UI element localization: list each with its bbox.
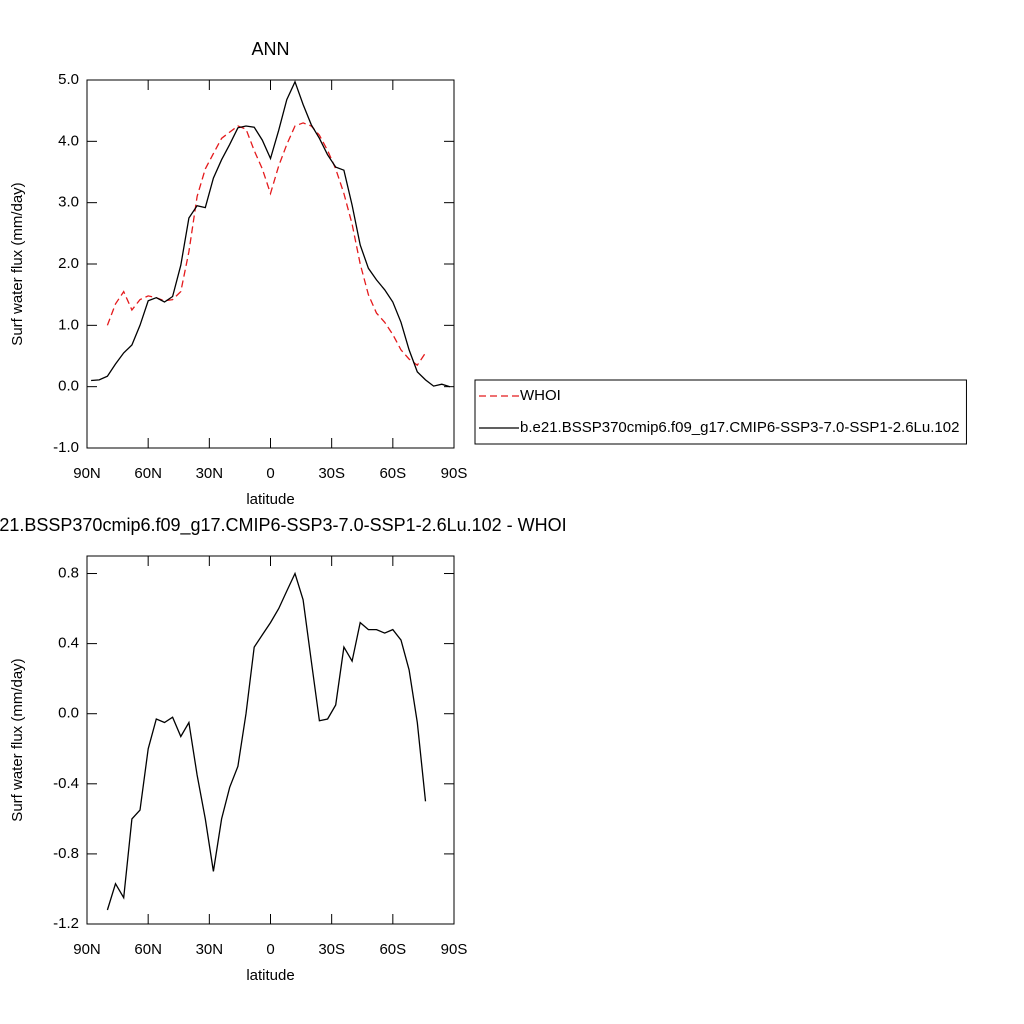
x-tick-label: 60S	[379, 465, 406, 482]
legend: WHOI b.e21.BSSP370cmip6.f09_g17.CMIP6-SSP…	[474, 379, 967, 445]
chart-title: b.e21.BSSP370cmip6.f09_g17.CMIP6-SSP3-7.…	[0, 515, 567, 536]
y-tick-label: 1.0	[58, 316, 79, 333]
x-tick-label: 60N	[134, 941, 162, 958]
legend-label: b.e21.BSSP370cmip6.f09_g17.CMIP6-SSP3-7.…	[520, 419, 959, 436]
x-tick-label: 90N	[73, 941, 101, 958]
y-tick-label: -1.0	[53, 439, 79, 456]
data-line	[106, 122, 427, 367]
x-tick-label: 90S	[441, 941, 468, 958]
x-tick-label: 90S	[441, 465, 468, 482]
x-axis-label: latitude	[246, 967, 294, 984]
y-tick-label: 0.8	[58, 564, 79, 581]
y-tick-label: 0.0	[58, 378, 79, 395]
y-tick-label: -1.2	[53, 915, 79, 932]
x-tick-label: 60N	[134, 465, 162, 482]
x-tick-label: 30N	[196, 465, 224, 482]
x-tick-label: 30N	[196, 941, 224, 958]
plot-frame	[86, 555, 455, 925]
y-tick-label: -0.4	[53, 775, 79, 792]
x-tick-label: 90N	[73, 465, 101, 482]
y-tick-label: 5.0	[58, 71, 79, 88]
x-tick-label: 30S	[318, 465, 345, 482]
x-tick-label: 0	[266, 465, 274, 482]
y-tick-label: 2.0	[58, 255, 79, 272]
legend-label: WHOI	[520, 387, 561, 404]
x-axis-label: latitude	[246, 491, 294, 508]
chart-title: ANN	[251, 39, 289, 59]
x-tick-label: 0	[266, 941, 274, 958]
y-tick-label: 3.0	[58, 194, 79, 211]
x-tick-label: 30S	[318, 941, 345, 958]
y-axis-label: Surf water flux (mm/day)	[9, 182, 26, 345]
y-tick-label: -0.8	[53, 845, 79, 862]
y-axis-label: Surf water flux (mm/day)	[9, 658, 26, 821]
data-line	[106, 571, 427, 911]
data-line	[91, 80, 451, 388]
legend-frame	[474, 379, 967, 445]
x-tick-label: 60S	[379, 941, 406, 958]
y-tick-label: 4.0	[58, 132, 79, 149]
y-tick-label: 0.0	[58, 705, 79, 722]
y-tick-label: 0.4	[58, 635, 79, 652]
plot-frame	[86, 79, 455, 449]
